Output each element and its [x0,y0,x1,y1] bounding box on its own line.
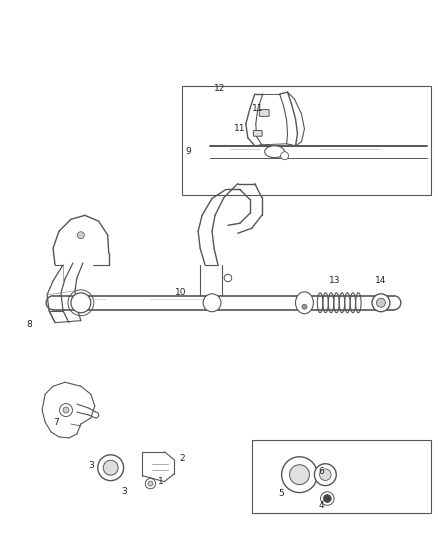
Circle shape [372,294,390,312]
Bar [252,440,431,513]
Circle shape [224,274,232,282]
Circle shape [98,455,124,481]
Ellipse shape [296,292,314,314]
Text: 13: 13 [328,277,340,285]
Circle shape [281,152,289,160]
Ellipse shape [71,293,91,313]
Circle shape [145,479,155,489]
Text: 3: 3 [122,487,127,496]
Circle shape [314,464,336,486]
Circle shape [377,298,385,307]
Circle shape [302,304,307,309]
Circle shape [78,232,85,239]
FancyBboxPatch shape [259,110,269,116]
Text: 2: 2 [180,454,185,463]
Ellipse shape [203,294,221,312]
Circle shape [282,457,318,492]
Text: 14: 14 [375,277,387,285]
Text: 8: 8 [26,320,32,329]
Ellipse shape [265,146,285,158]
Circle shape [60,403,72,417]
Circle shape [103,461,118,475]
Bar [182,86,431,196]
Text: 7: 7 [53,417,59,426]
Text: 9: 9 [185,147,191,156]
Circle shape [148,481,153,486]
Text: 3: 3 [88,461,94,470]
Circle shape [290,465,309,484]
Circle shape [323,495,331,503]
Text: 11: 11 [234,124,246,133]
Text: 4: 4 [318,501,324,510]
Text: 1: 1 [158,477,163,486]
Text: 11: 11 [252,103,264,112]
Text: 12: 12 [214,84,226,93]
Text: 10: 10 [174,288,186,297]
Text: 6: 6 [318,467,324,476]
Circle shape [321,492,334,505]
FancyBboxPatch shape [253,131,262,136]
Text: 5: 5 [279,489,284,498]
Circle shape [320,469,331,480]
Circle shape [63,407,69,413]
